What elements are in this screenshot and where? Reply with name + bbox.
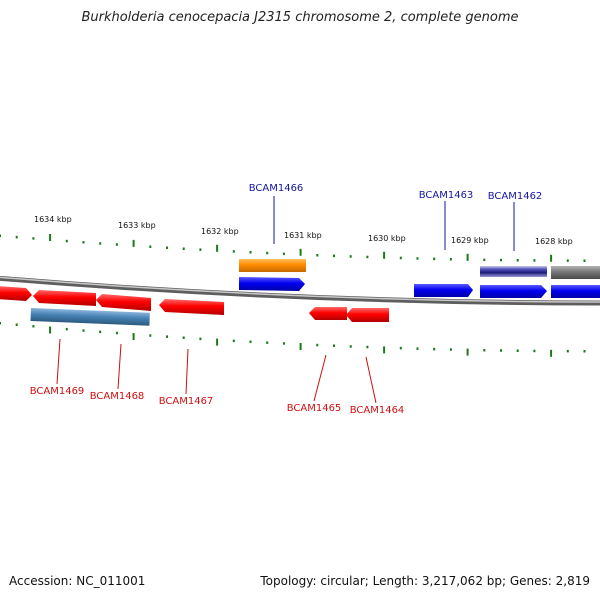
label-bcam1463: BCAM1463 <box>419 190 474 201</box>
gene-bcam1462[interactable] <box>480 285 547 298</box>
gene-forward-edge[interactable] <box>551 285 600 298</box>
gene-bcam1465[interactable] <box>309 307 347 320</box>
kbp-label-1633: 1633 kbp <box>118 221 156 230</box>
gene-reverse-edge[interactable] <box>0 286 32 301</box>
gene-bcam1469[interactable] <box>33 290 96 306</box>
leader-bcam1468 <box>117 343 122 390</box>
kbp-label-1629: 1629 kbp <box>451 236 489 245</box>
label-bcam1465: BCAM1465 <box>287 403 342 414</box>
leader-bcam1464 <box>365 356 377 404</box>
kbp-label-1631: 1631 kbp <box>284 231 322 240</box>
kbp-label-1630: 1630 kbp <box>368 234 406 243</box>
label-bcam1466: BCAM1466 <box>249 183 304 194</box>
gene-bcam1467[interactable] <box>159 299 224 315</box>
accession-text: Accession: NC_011001 <box>9 574 146 588</box>
kbp-label-1632: 1632 kbp <box>201 227 239 236</box>
gene-bcam1466[interactable] <box>239 277 305 291</box>
gene-navy-feature[interactable] <box>480 266 547 277</box>
label-bcam1462: BCAM1462 <box>488 191 543 202</box>
leader-bcam1469 <box>56 338 61 385</box>
gene-orange-feature[interactable] <box>239 259 306 272</box>
chromosome-backbone-highlight <box>0 276 600 303</box>
gene-bcam1464[interactable] <box>346 308 389 322</box>
kbp-label-1628: 1628 kbp <box>535 237 573 246</box>
genome-summary-text: Topology: circular; Length: 3,217,062 bp… <box>260 574 590 588</box>
leader-bcam1465 <box>313 354 327 402</box>
kbp-label-1634: 1634 kbp <box>34 215 72 224</box>
gene-bcam1468[interactable] <box>96 294 151 311</box>
gene-bcam1463[interactable] <box>414 284 473 297</box>
outer-scale-track <box>0 234 586 262</box>
leader-bcam1467 <box>185 348 189 395</box>
label-bcam1467: BCAM1467 <box>159 396 214 407</box>
chromosome-backbone <box>0 275 600 306</box>
label-bcam1464: BCAM1464 <box>350 405 405 416</box>
label-bcam1469: BCAM1469 <box>30 386 85 397</box>
label-bcam1468: BCAM1468 <box>90 391 145 402</box>
gene-gray-feature[interactable] <box>551 266 600 279</box>
inner-scale-track <box>0 322 586 357</box>
map-title: Burkholderia cenocepacia J2315 chromosom… <box>81 10 519 25</box>
gene-steelblue-feature[interactable] <box>30 307 150 326</box>
